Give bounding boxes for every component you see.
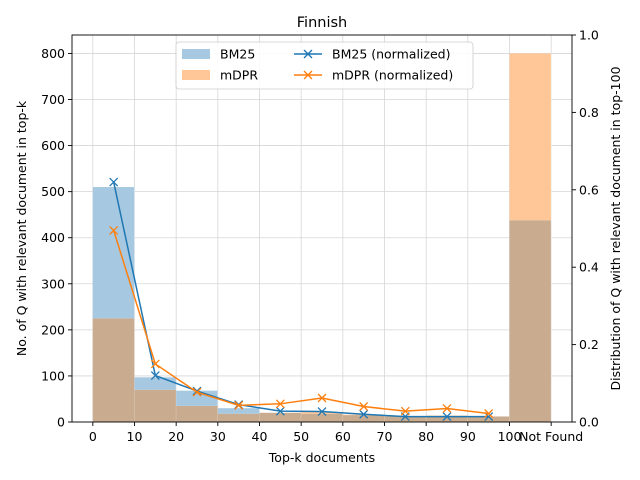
point-bm25-6 [359, 409, 369, 419]
y-tick-label-5: 500 [41, 184, 65, 199]
line-bm25-normalized [112, 181, 489, 418]
point-mdpr-7 [400, 406, 410, 416]
legend-label: BM25 [220, 47, 255, 62]
y2-tick-label-4: 0.8 [579, 105, 599, 120]
y2-tick-label-5: 1.0 [579, 28, 599, 43]
point-mdpr-5 [317, 393, 327, 403]
bar-overlap-0 [92, 318, 135, 422]
x-tick-label-5: 50 [293, 429, 309, 444]
bar-overlap-5 [301, 413, 343, 422]
bar-overlap-10 [509, 220, 552, 422]
grid [72, 35, 572, 423]
legend-swatch [182, 49, 210, 59]
legend-label: mDPR [220, 68, 258, 83]
point-mdpr-8 [442, 403, 452, 413]
bar-overlap-2 [176, 405, 218, 422]
x-tick-label-7: 70 [377, 429, 393, 444]
y-tick-label-2: 200 [41, 322, 65, 337]
x-tick-label-2: 20 [168, 429, 184, 444]
bar-bm25-0 [92, 187, 135, 319]
y-axis-right: 0.0 0.2 0.4 0.6 0.8 1.0 [572, 28, 599, 430]
bar-bm25-3 [217, 408, 260, 414]
y-tick-label-8: 800 [41, 46, 65, 61]
y2-tick-label-0: 0.0 [579, 415, 599, 430]
bar-overlap-7 [384, 416, 427, 422]
y2-tick-label-1: 0.2 [579, 337, 599, 352]
y2-axis-title: Distribution of Q with relevant document… [608, 66, 623, 390]
y-tick-label-4: 400 [41, 230, 65, 245]
x-tick-label-9: 90 [460, 429, 476, 444]
bar-mdpr-5 [301, 411, 343, 414]
plot-frame [71, 34, 573, 423]
lines [109, 177, 494, 422]
point-bm25-8 [442, 412, 452, 422]
bar-overlap-4 [259, 412, 302, 422]
point-bm25-0 [109, 177, 119, 187]
x-tick-label-6: 60 [335, 429, 351, 444]
x-tick-label-1: 10 [127, 429, 143, 444]
x-tick-label-11: Not Found [519, 429, 583, 444]
y-tick-label-6: 600 [41, 138, 65, 153]
x-tick-label-0: 0 [89, 429, 97, 444]
y2-tick-label-3: 0.6 [579, 182, 599, 197]
y-tick-label-1: 100 [41, 368, 65, 383]
x-tick-label-3: 30 [210, 429, 226, 444]
point-bm25-4 [275, 406, 285, 416]
x-tick-label-4: 40 [252, 429, 268, 444]
x-tick-label-10: 100 [498, 429, 522, 444]
y2-tick-label-2: 0.4 [579, 260, 599, 275]
point-mdpr-2 [192, 387, 202, 397]
legend-label: mDPR (normalized) [332, 68, 453, 83]
legend-swatch [182, 70, 210, 80]
bar-overlap-1 [134, 389, 177, 422]
point-bm25-5 [317, 407, 327, 417]
bar-bm25-1 [134, 377, 177, 390]
y-tick-label-7: 700 [41, 92, 65, 107]
bar-overlap-9 [467, 416, 510, 422]
bars [92, 53, 552, 422]
point-mdpr-0 [109, 225, 119, 235]
point-mdpr-4 [275, 399, 285, 409]
point-mdpr-6 [359, 402, 369, 411]
x-axis-title: Top-k documents [268, 450, 375, 465]
x-tick-label-8: 80 [418, 429, 434, 444]
legend-item-bm25-normalized: BM25 (normalized) [294, 47, 450, 62]
y-axis-left: 0 100 200 300 400 500 600 700 800 [41, 46, 72, 430]
point-mdpr-9 [484, 409, 494, 418]
bar-overlap-8 [426, 416, 468, 422]
y-tick-label-0: 0 [57, 415, 65, 430]
legend-item-bm25: BM25 [182, 47, 255, 62]
legend-item-mdpr: mDPR [182, 68, 258, 83]
bar-overlap-6 [342, 415, 385, 422]
chart-title: Finnish [297, 15, 347, 31]
line-mdpr-normalized [112, 230, 489, 415]
point-bm25-1 [150, 371, 160, 381]
y-tick-label-3: 300 [41, 276, 65, 291]
legend-item-mdpr-normalized: mDPR (normalized) [294, 68, 453, 83]
point-mdpr-1 [150, 359, 160, 369]
legend: BM25 mDPR BM25 (normalized) mDPR (normalize… [175, 41, 474, 90]
legend-box [175, 41, 474, 90]
bar-mdpr-10 [509, 53, 552, 221]
point-mdpr-3 [234, 400, 244, 410]
bar-overlap-3 [217, 413, 260, 422]
legend-label: BM25 (normalized) [332, 47, 450, 62]
y-axis-title: No. of Q with relevant document in top-k [14, 100, 29, 356]
